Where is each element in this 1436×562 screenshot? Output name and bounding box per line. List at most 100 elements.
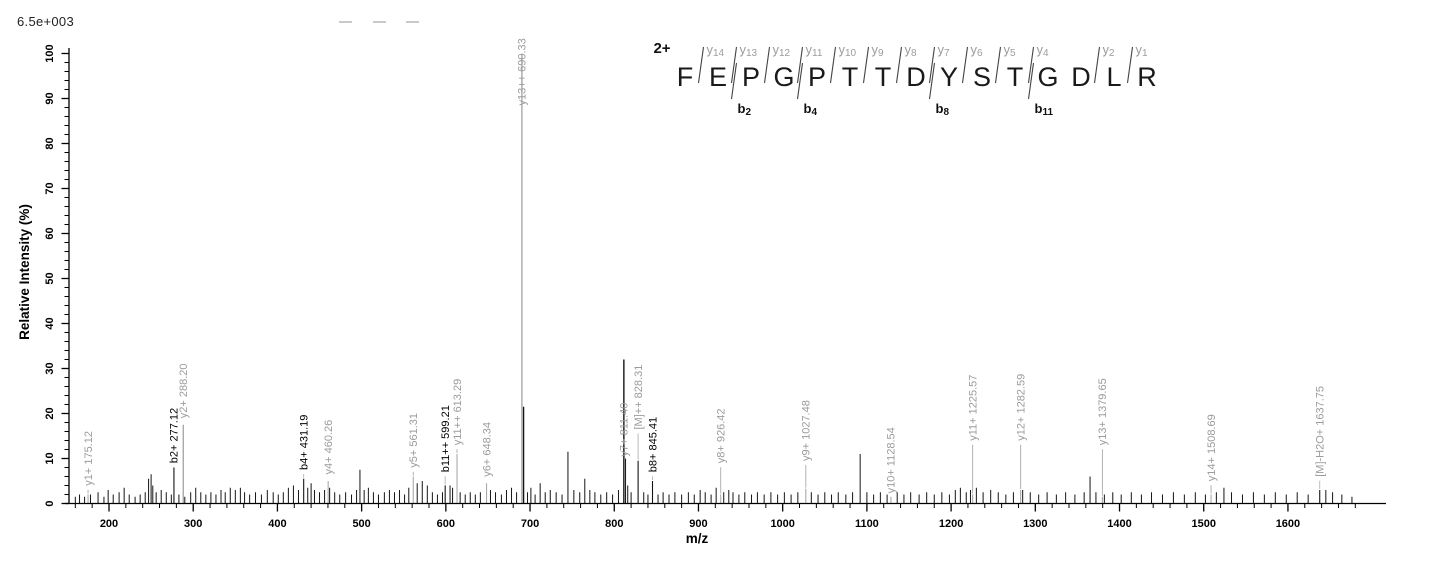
y-ion-mark <box>1093 46 1101 84</box>
y-ion-label: y1 <box>1136 42 1149 59</box>
y-tick-label: 10 <box>44 452 56 464</box>
y-ion-label: y7 <box>938 42 951 59</box>
peak-label: y11+ 1225.57 <box>967 375 979 441</box>
x-tick-label: 1500 <box>1191 518 1215 530</box>
peptide-residue: D <box>906 62 926 92</box>
peak-label: b11++ 599.21 <box>440 405 452 472</box>
x-tick-label: 500 <box>352 518 370 530</box>
y-ion-label: y11 <box>806 42 823 59</box>
peptide-residue: P <box>808 62 826 92</box>
intensity-scale-label: 6.5e+003 <box>17 14 74 29</box>
y-ion-label: y5 <box>1004 42 1017 59</box>
y-ion-mark <box>697 46 705 84</box>
peak-label: b8+ 845.41 <box>647 417 659 472</box>
x-tick-label: 1000 <box>770 518 794 530</box>
y-ion-label: y4 <box>1037 42 1050 59</box>
y-ion-mark <box>994 46 1002 84</box>
y-tick-label: 90 <box>44 92 56 104</box>
top-dash <box>373 21 386 23</box>
peptide-residue: F <box>677 62 694 92</box>
y-tick-label: 100 <box>44 44 56 62</box>
y-tick-label: 0 <box>44 500 56 506</box>
x-tick-label: 200 <box>100 518 118 530</box>
y-ion-mark <box>928 46 936 84</box>
peak-label: y12+ 1282.59 <box>1015 374 1027 441</box>
peak-label: y9+ 1027.48 <box>801 400 813 461</box>
y-tick-label: 30 <box>44 362 56 374</box>
y-tick-label: 50 <box>44 272 56 284</box>
peak-label: b4+ 431.19 <box>298 415 310 470</box>
peak-label: y13++ 690.33 <box>517 38 529 105</box>
x-tick-label: 400 <box>268 518 286 530</box>
peak-label: [M]-H2O+ 1637.75 <box>1315 386 1327 477</box>
x-tick-label: 900 <box>689 518 707 530</box>
y-ion-mark <box>1126 46 1134 84</box>
x-tick-label: 1300 <box>1023 518 1047 530</box>
y-ion-mark <box>763 46 771 84</box>
y-ion-mark <box>1027 46 1035 84</box>
b-ion-mark <box>796 62 804 100</box>
y-ion-mark <box>895 46 903 84</box>
y-ion-label: y9 <box>872 42 885 59</box>
peak-label: y10+ 1128.54 <box>886 427 898 493</box>
peptide-residue: G <box>773 62 794 92</box>
peptide-residue: S <box>973 62 991 92</box>
peptide-residue: T <box>842 62 859 92</box>
b-ion-label: b8 <box>936 101 950 118</box>
y-ion-label: y14 <box>707 42 725 59</box>
y-tick-label: 70 <box>44 182 56 194</box>
x-tick-label: 600 <box>437 518 455 530</box>
peak-label: y7+ 811.40 <box>619 403 631 457</box>
y-ion-mark <box>961 46 969 84</box>
x-tick-label: 1400 <box>1107 518 1131 530</box>
y-ion-label: y10 <box>839 42 857 59</box>
y-tick-label: 40 <box>44 317 56 329</box>
peak-label: y11++ 613.29 <box>452 379 464 445</box>
y-tick-label: 80 <box>44 137 56 149</box>
x-tick-label: 1600 <box>1276 518 1300 530</box>
x-tick-label: 800 <box>605 518 623 530</box>
peak-label: b2+ 277.12 <box>169 408 181 463</box>
peptide-residue: T <box>1007 62 1024 92</box>
x-tick-label: 1200 <box>939 518 963 530</box>
b-ion-label: b11 <box>1035 101 1054 118</box>
top-dash <box>406 21 419 23</box>
y-ion-label: y12 <box>773 42 791 59</box>
y-ion-label: y13 <box>740 42 758 59</box>
x-tick-label: 300 <box>184 518 202 530</box>
peak-label: [M]++ 828.31 <box>633 365 645 430</box>
peptide-residue: Y <box>940 62 958 92</box>
y-tick-label: 20 <box>44 407 56 419</box>
y-ion-mark <box>829 46 837 84</box>
peak-label: y13+ 1379.65 <box>1097 378 1109 445</box>
precursor-charge: 2+ <box>653 40 670 57</box>
b-ion-label: b2 <box>738 101 752 118</box>
y-ion-mark <box>730 46 738 84</box>
peak-label: y4+ 460.26 <box>323 420 335 475</box>
b-ion-mark <box>1027 62 1035 100</box>
peptide-residue: D <box>1071 62 1091 92</box>
peak-label: y14+ 1508.69 <box>1206 414 1218 481</box>
y-ion-label: y2 <box>1103 42 1116 59</box>
peptide-residue: L <box>1106 62 1121 92</box>
peptide-residue: G <box>1037 62 1058 92</box>
y-ion-label: y8 <box>905 42 918 59</box>
peak-label: y2+ 288.20 <box>178 364 190 419</box>
b-ion-mark <box>730 62 738 100</box>
peak-label: y6+ 648.34 <box>481 422 493 477</box>
peak-label: y1+ 175.12 <box>83 431 95 486</box>
peptide-residue: E <box>709 62 727 92</box>
y-tick-label: 60 <box>44 227 56 239</box>
y-axis-title: Relative Intensity (%) <box>17 204 32 340</box>
peak-label: y5+ 561.31 <box>408 413 420 468</box>
x-tick-label: 1100 <box>855 518 879 530</box>
peak-label: y8+ 926.42 <box>716 409 728 464</box>
y-ion-mark <box>862 46 870 84</box>
y-ion-mark <box>796 46 804 84</box>
y-ion-label: y6 <box>971 42 984 59</box>
b-ion-label: b4 <box>804 101 818 118</box>
peptide-residue: T <box>875 62 892 92</box>
peptide-residue: R <box>1137 62 1157 92</box>
